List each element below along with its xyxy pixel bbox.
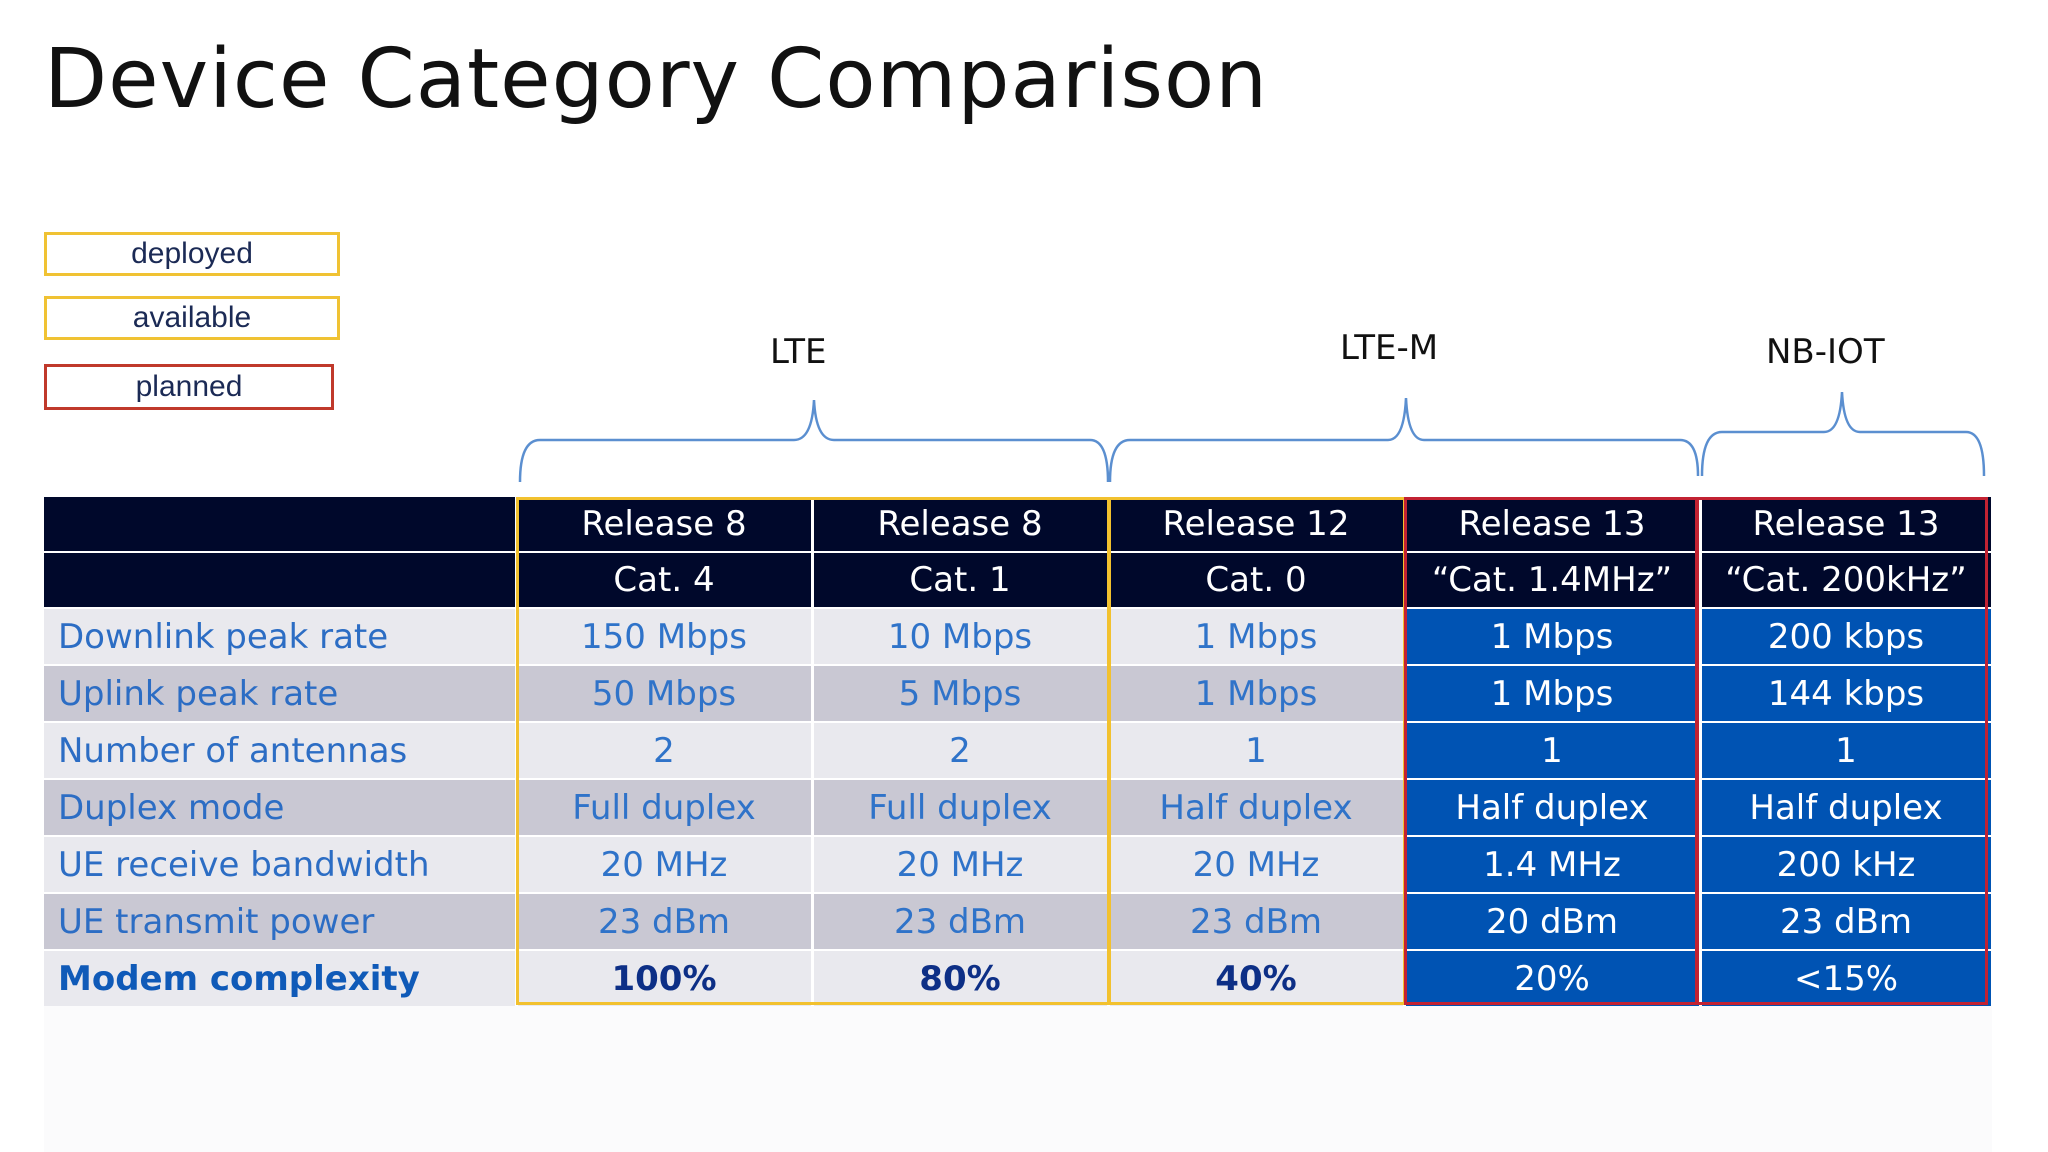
column-release: Release 12 — [1108, 497, 1406, 553]
table-cell: 2 — [516, 721, 814, 779]
table-row: Duplex mode Full duplex Full duplex Half… — [44, 778, 1994, 836]
legend-planned: planned — [44, 364, 334, 410]
row-label: Number of antennas — [44, 721, 518, 779]
table-cell: 40% — [1108, 949, 1406, 1006]
table-cell: 1 Mbps — [1404, 664, 1702, 722]
column-category: Cat. 1 — [812, 552, 1110, 608]
header-row-release: Release 8 Release 8 Release 12 Release 1… — [44, 497, 1994, 553]
table-cell: Full duplex — [516, 778, 814, 836]
table-cell: 20 MHz — [1108, 835, 1406, 893]
table-cell: 23 dBm — [516, 892, 814, 950]
table-row: UE transmit power 23 dBm 23 dBm 23 dBm 2… — [44, 892, 1994, 950]
table-cell: 23 dBm — [812, 892, 1110, 950]
table-cell: 50 Mbps — [516, 664, 814, 722]
header-row-category: Cat. 4 Cat. 1 Cat. 0 “Cat. 1.4MHz” “Cat.… — [44, 552, 1994, 608]
header-corner — [44, 497, 518, 553]
table-cell: 1 Mbps — [1108, 607, 1406, 665]
table-cell: 1 — [1108, 721, 1406, 779]
table-cell: 200 kHz — [1700, 835, 1994, 893]
legend-deployed: deployed — [44, 232, 340, 276]
table-cell: 200 kbps — [1700, 607, 1994, 665]
table-cell: Half duplex — [1404, 778, 1702, 836]
table-cell: 100% — [516, 949, 814, 1006]
group-label-lte-m: LTE-M — [1340, 328, 1439, 368]
header-corner — [44, 552, 518, 608]
group-label-nb-iot: NB-IOT — [1766, 332, 1885, 372]
table-row: UE receive bandwidth 20 MHz 20 MHz 20 MH… — [44, 835, 1994, 893]
table-cell: 5 Mbps — [812, 664, 1110, 722]
table-cell: 20% — [1404, 949, 1702, 1006]
table-cell: 150 Mbps — [516, 607, 814, 665]
row-label: UE transmit power — [44, 892, 518, 950]
page-title: Device Category Comparison — [44, 32, 1269, 127]
table-cell: 2 — [812, 721, 1110, 779]
brace-nb-iot — [1700, 391, 1986, 477]
column-category: Cat. 4 — [516, 552, 814, 608]
column-release: Release 8 — [812, 497, 1110, 553]
table-cell: <15% — [1700, 949, 1994, 1006]
table-cell: Full duplex — [812, 778, 1110, 836]
table-cell: 23 dBm — [1700, 892, 1994, 950]
table-cell: 20 MHz — [516, 835, 814, 893]
table-row: Uplink peak rate 50 Mbps 5 Mbps 1 Mbps 1… — [44, 664, 1994, 722]
legend-available: available — [44, 296, 340, 340]
table-cell: 10 Mbps — [812, 607, 1110, 665]
column-category: “Cat. 1.4MHz” — [1404, 552, 1702, 608]
table-row: Number of antennas 2 2 1 1 1 — [44, 721, 1994, 779]
table-cell: 1 Mbps — [1404, 607, 1702, 665]
table-cell: 80% — [812, 949, 1110, 1006]
table-cell: 23 dBm — [1108, 892, 1406, 950]
column-release: Release 8 — [516, 497, 814, 553]
row-label: Duplex mode — [44, 778, 518, 836]
column-release: Release 13 — [1404, 497, 1702, 553]
table-cell: Half duplex — [1108, 778, 1406, 836]
row-label: Downlink peak rate — [44, 607, 518, 665]
column-category: “Cat. 200kHz” — [1700, 552, 1994, 608]
brace-lte-m — [1108, 397, 1700, 483]
comparison-table: Release 8 Release 8 Release 12 Release 1… — [44, 497, 1994, 1006]
table-cell: 20 MHz — [812, 835, 1110, 893]
table-cell: 20 dBm — [1404, 892, 1702, 950]
table-cell: 1.4 MHz — [1404, 835, 1702, 893]
brace-lte — [518, 399, 1110, 483]
table-cell: 1 Mbps — [1108, 664, 1406, 722]
row-label: Modem complexity — [44, 949, 518, 1006]
table-cell: 144 kbps — [1700, 664, 1994, 722]
table-row: Downlink peak rate 150 Mbps 10 Mbps 1 Mb… — [44, 607, 1994, 665]
table-cell: Half duplex — [1700, 778, 1994, 836]
group-label-lte: LTE — [770, 332, 827, 372]
row-label: Uplink peak rate — [44, 664, 518, 722]
table-row: Modem complexity 100% 80% 40% 20% <15% — [44, 949, 1994, 1006]
table-cell: 1 — [1404, 721, 1702, 779]
column-category: Cat. 0 — [1108, 552, 1406, 608]
column-release: Release 13 — [1700, 497, 1994, 553]
table-cell: 1 — [1700, 721, 1994, 779]
row-label: UE receive bandwidth — [44, 835, 518, 893]
